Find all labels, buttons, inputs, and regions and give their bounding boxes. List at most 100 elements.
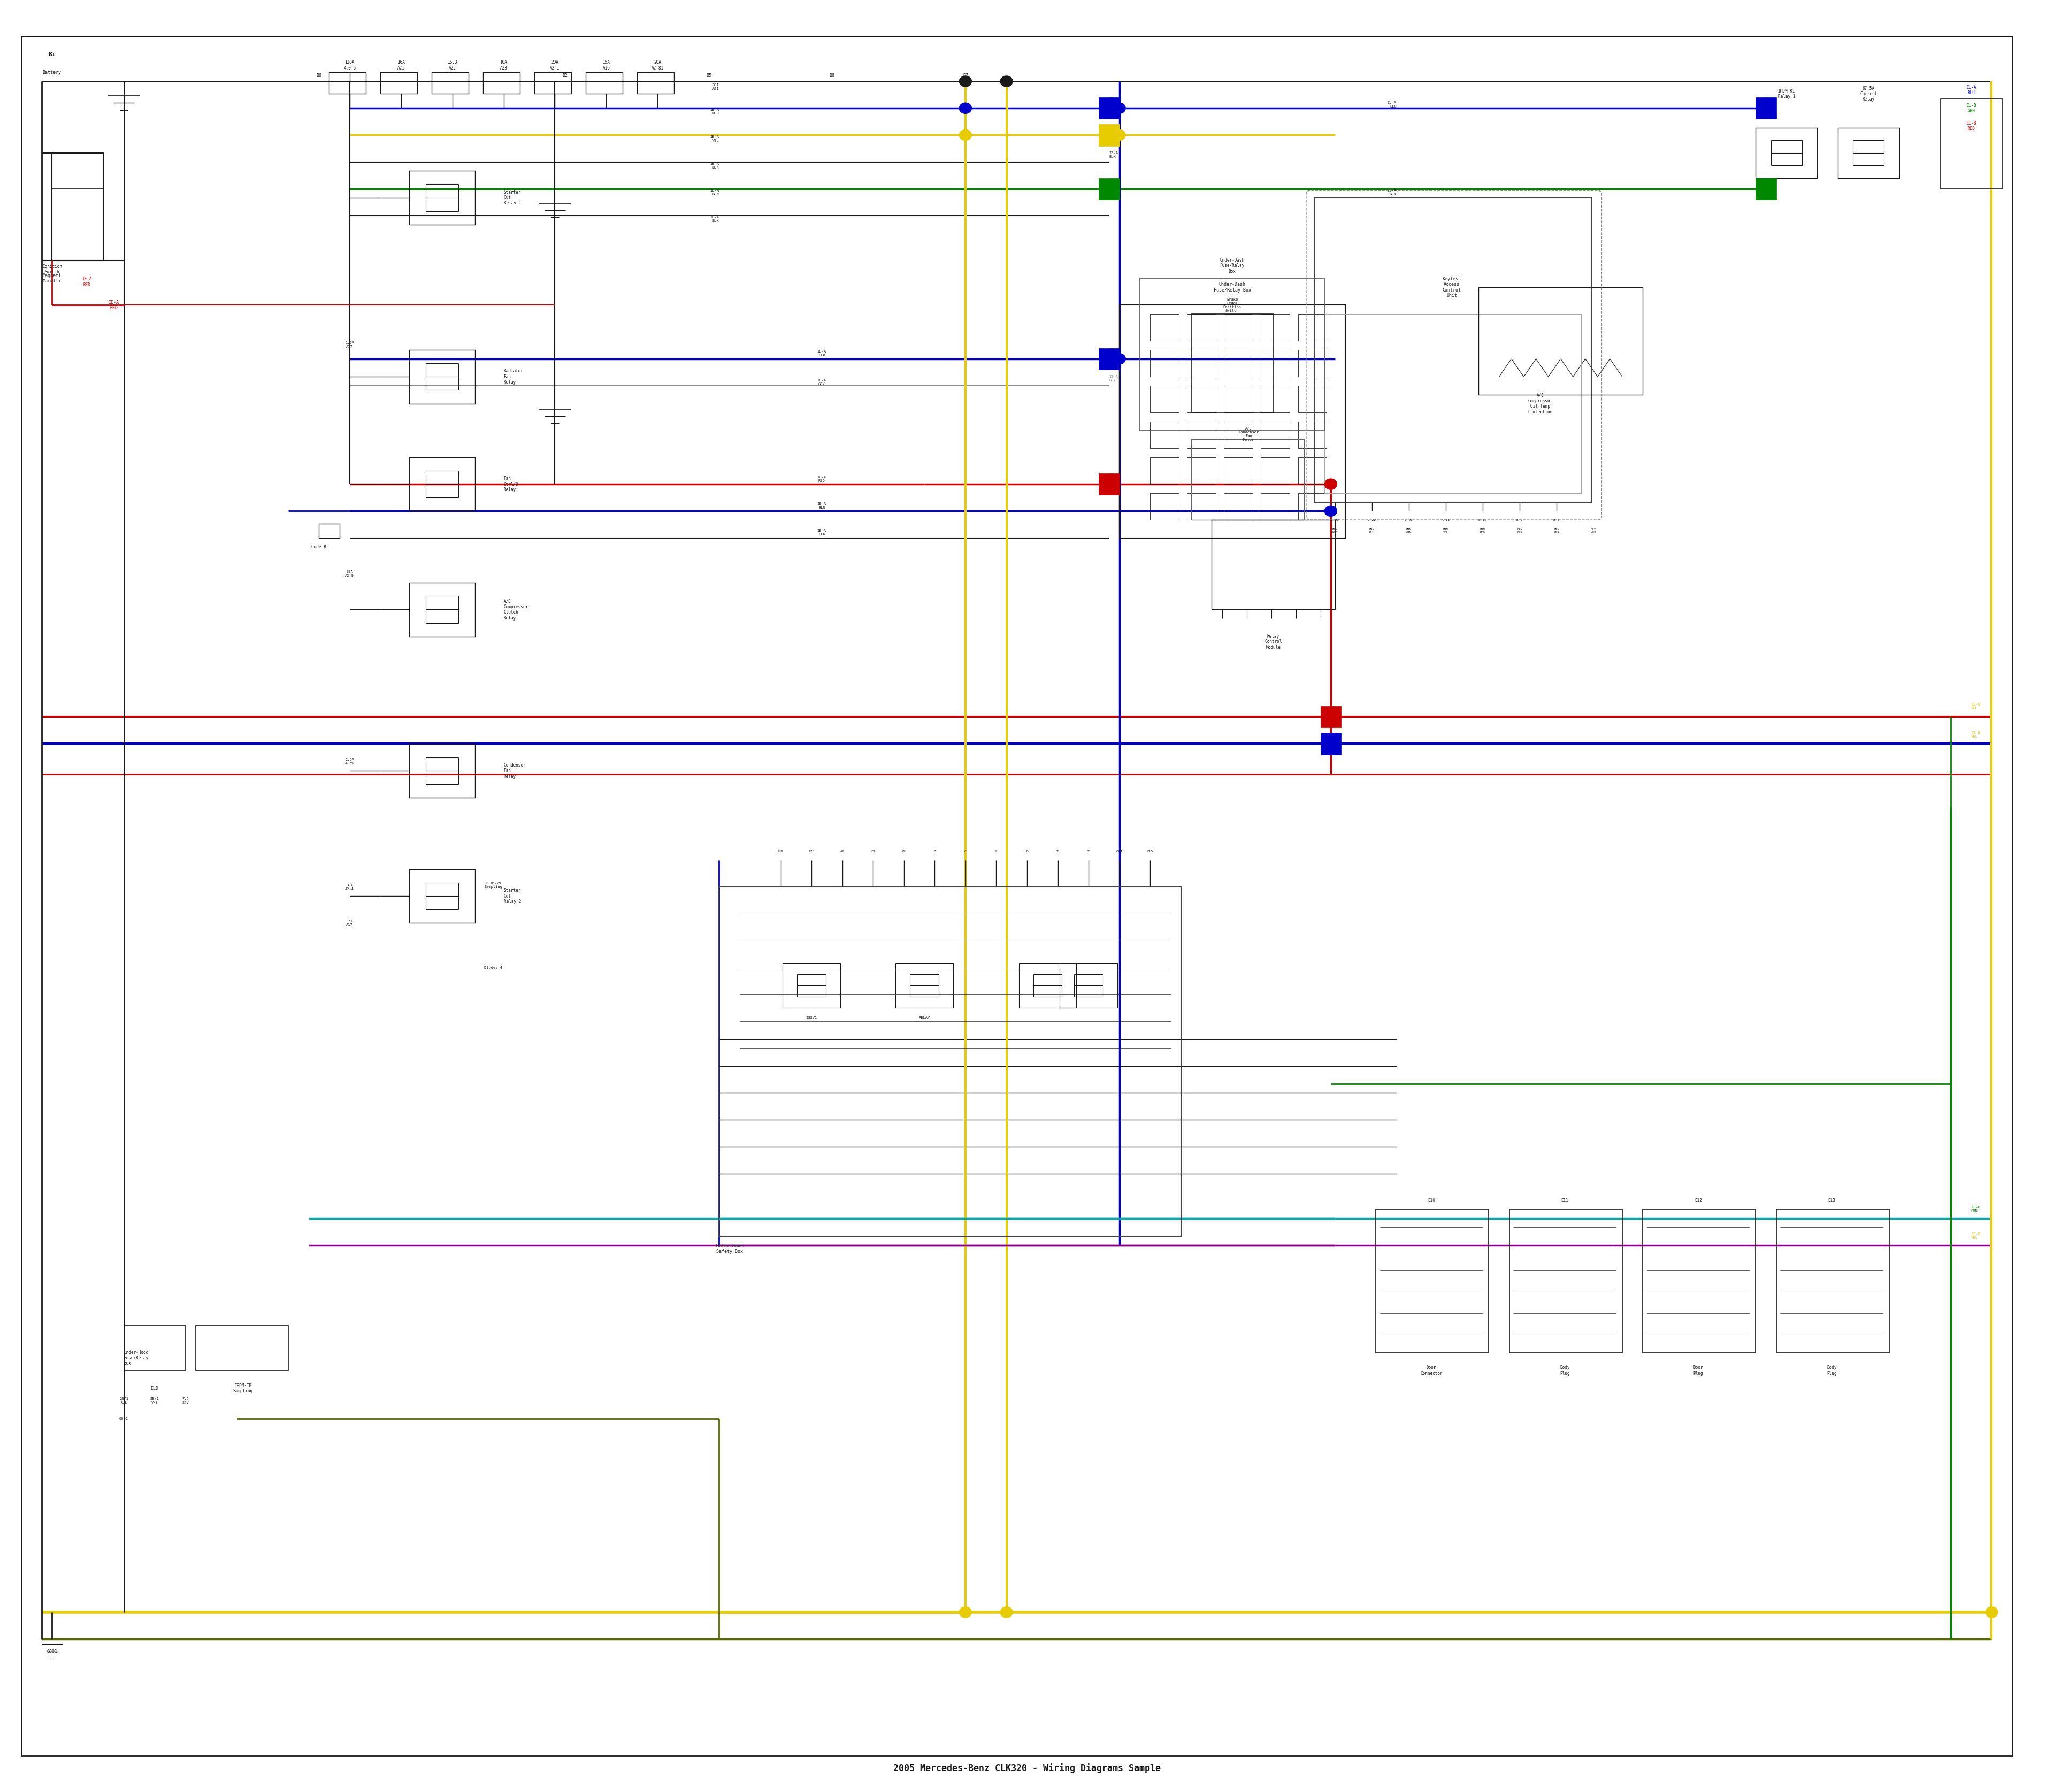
Text: Door
Plug: Door Plug	[1692, 1366, 1703, 1376]
Text: A19: A19	[778, 849, 785, 853]
Text: IL-A
BLU: IL-A BLU	[1386, 100, 1397, 108]
Text: Door
Connector: Door Connector	[1419, 1366, 1442, 1376]
Bar	[534, 72, 571, 93]
Text: IPDM-TR
Sampling: IPDM-TR Sampling	[232, 1383, 253, 1394]
Circle shape	[1986, 1607, 1999, 1618]
Text: 20A
A2-1: 20A A2-1	[550, 59, 561, 70]
Text: 30A
A21: 30A A21	[713, 82, 719, 90]
Text: IE-A
BLK: IE-A BLK	[1109, 151, 1117, 158]
Circle shape	[959, 75, 972, 86]
Bar	[1261, 421, 1290, 448]
Text: Relay
Control
Module: Relay Control Module	[1265, 634, 1282, 650]
Bar	[783, 962, 840, 1007]
Bar	[1119, 305, 1345, 538]
Text: C 22: C 22	[1368, 518, 1376, 521]
Text: IE-A
RED: IE-A RED	[1331, 706, 1339, 713]
Bar	[1150, 314, 1179, 340]
Text: BRN
BLK: BRN BLK	[1518, 529, 1522, 534]
Text: BRN
BLK: BRN BLK	[1555, 529, 1559, 534]
Text: A2: A2	[840, 849, 844, 853]
Text: 7.5
24V: 7.5 24V	[183, 1398, 189, 1405]
Bar	[1756, 127, 1818, 177]
Bar	[1479, 287, 1643, 394]
Bar	[1019, 962, 1076, 1007]
Bar	[318, 523, 339, 538]
Bar	[1224, 349, 1253, 376]
Bar	[329, 72, 366, 93]
Text: B 12: B 12	[1479, 518, 1487, 521]
Text: IE-A
RED: IE-A RED	[82, 276, 92, 287]
Bar	[1150, 457, 1179, 484]
Text: IE-A
GRN: IE-A GRN	[711, 188, 719, 195]
Text: 10A
A23: 10A A23	[499, 59, 507, 70]
Bar	[1150, 385, 1179, 412]
Text: 2B/1
R/L: 2B/1 R/L	[119, 1398, 129, 1405]
Text: RELAY: RELAY	[918, 1016, 930, 1020]
Text: IL-A
GRN: IL-A GRN	[1386, 188, 1397, 195]
Bar	[1321, 733, 1341, 754]
Text: BRN
TEL: BRN TEL	[1444, 529, 1448, 534]
Bar	[1150, 421, 1179, 448]
Bar	[1325, 314, 1582, 493]
Text: IPDM-R1
Relay 1: IPDM-R1 Relay 1	[1779, 88, 1795, 99]
Bar	[1099, 348, 1119, 369]
Bar	[1643, 1210, 1756, 1353]
Text: IE-A
RED: IE-A RED	[109, 299, 119, 310]
Bar	[409, 170, 474, 224]
Bar	[1060, 962, 1117, 1007]
Text: C 90: C 90	[1331, 518, 1339, 521]
Bar	[1224, 385, 1253, 412]
Bar	[1224, 421, 1253, 448]
Bar	[51, 188, 103, 260]
Bar	[1187, 385, 1216, 412]
Bar	[1261, 457, 1290, 484]
Text: B5: B5	[1056, 849, 1060, 853]
Bar	[1298, 457, 1327, 484]
Text: Keyless
Access
Control
Unit: Keyless Access Control Unit	[1442, 276, 1460, 297]
Text: Starter
Cut
Relay 2: Starter Cut Relay 2	[503, 889, 522, 903]
Text: BRN
BLU: BRN BLU	[1370, 529, 1374, 534]
Text: B1: B1	[902, 849, 906, 853]
Text: IE-A
GRY: IE-A GRY	[817, 378, 826, 385]
Text: Diodes 4: Diodes 4	[485, 966, 503, 969]
Text: G001: G001	[47, 1649, 58, 1654]
Bar	[1099, 177, 1119, 199]
Text: 16A
A21: 16A A21	[396, 59, 405, 70]
Text: C7M: C7M	[1117, 849, 1121, 853]
Text: BRN
RED: BRN RED	[1481, 529, 1485, 534]
Text: A/C
Condenser
Fan
Motor: A/C Condenser Fan Motor	[1239, 426, 1259, 441]
Text: Brake
Pedal
Position
Switch: Brake Pedal Position Switch	[1224, 297, 1241, 312]
Bar	[1212, 520, 1335, 609]
Bar	[1298, 493, 1327, 520]
Text: Motor Bank
Safety Box: Motor Bank Safety Box	[717, 1244, 744, 1254]
Circle shape	[1000, 75, 1013, 86]
Text: Magneti
Marelli: Magneti Marelli	[43, 272, 62, 283]
Bar	[1187, 457, 1216, 484]
Text: IL-B
RED: IL-B RED	[1966, 120, 1976, 131]
Bar	[585, 72, 622, 93]
Text: Code B: Code B	[312, 545, 327, 550]
Bar	[1261, 385, 1290, 412]
Text: Under-Hood
Fuse/Relay
Box: Under-Hood Fuse/Relay Box	[123, 1349, 148, 1366]
Text: 2B/1
Y/S: 2B/1 Y/S	[150, 1398, 160, 1405]
Text: GRY
WHT: GRY WHT	[1592, 529, 1596, 534]
Text: IE-A
YEL: IE-A YEL	[1109, 124, 1117, 131]
Text: B6: B6	[316, 73, 322, 79]
Circle shape	[959, 1607, 972, 1618]
Bar	[1261, 349, 1290, 376]
Text: 67.5A
Current
Relay: 67.5A Current Relay	[1859, 86, 1877, 102]
Text: B7: B7	[963, 73, 967, 79]
Text: ELD: ELD	[150, 1385, 158, 1391]
Text: E11: E11	[1561, 1199, 1569, 1202]
Bar	[1261, 493, 1290, 520]
Text: IE-A
BLU: IE-A BLU	[1109, 348, 1117, 355]
Bar	[1187, 314, 1216, 340]
Bar	[1140, 278, 1325, 430]
Text: A/C
Compressor
Clutch
Relay: A/C Compressor Clutch Relay	[503, 599, 528, 620]
Text: IPDM-75
Sampling: IPDM-75 Sampling	[485, 882, 503, 889]
Text: 15A
A16: 15A A16	[602, 59, 610, 70]
Bar	[1261, 314, 1290, 340]
Bar	[1298, 349, 1327, 376]
Bar	[409, 869, 474, 923]
Circle shape	[1325, 505, 1337, 516]
